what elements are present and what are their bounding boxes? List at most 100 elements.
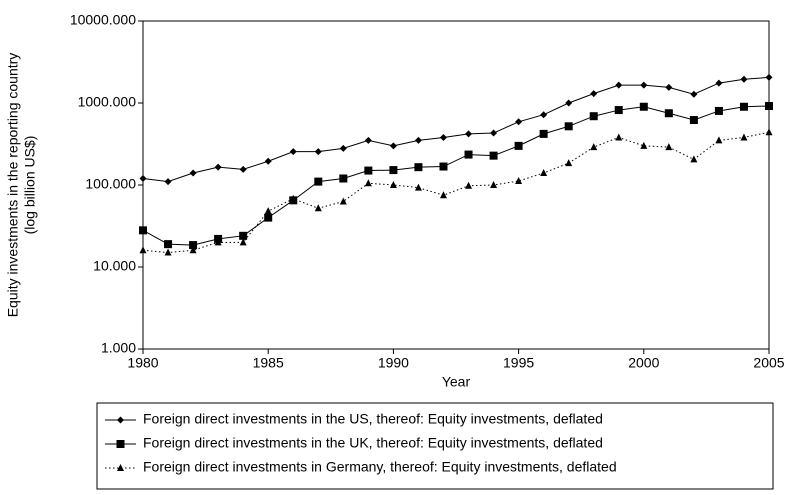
data-point [314,204,322,212]
data-point [139,246,147,254]
data-point [490,181,498,188]
data-point [665,143,673,151]
data-point [465,181,473,189]
data-point [389,142,397,150]
data-point [389,166,398,175]
data-point [640,141,648,149]
data-point [414,163,423,172]
legend-label: Foreign direct investments in the US, th… [143,411,603,427]
data-point [264,213,273,222]
data-point [339,174,348,183]
y-tick-label: 1000.000 [78,94,137,110]
data-point [514,141,523,150]
data-point [364,179,372,187]
data-point [489,151,498,160]
data-point [765,128,773,136]
x-axis-label: Year [442,374,471,390]
data-point [314,148,322,156]
data-point [515,118,523,126]
data-point [439,162,448,171]
x-tick-label: 1990 [378,355,409,371]
series-line [142,131,770,254]
data-point [189,169,197,177]
data-point [740,133,748,141]
data-point [665,83,673,91]
data-point [515,176,523,184]
data-point [464,150,473,159]
legend-label: Foreign direct investments in the UK, th… [143,435,603,451]
series-line [142,105,770,246]
data-point [589,112,598,121]
data-point [690,155,698,163]
data-point [189,241,198,250]
data-point [164,248,172,256]
data-point [540,111,548,119]
data-point [164,240,173,249]
data-point [565,99,573,107]
data-point [414,183,422,191]
data-point [214,163,222,171]
data-point [439,133,447,141]
y-tick-label: 10000.000 [70,12,136,28]
data-point [590,143,598,151]
data-point [664,109,673,118]
data-point [765,73,773,81]
data-point [639,102,648,111]
data-point [439,191,447,199]
data-point [739,102,748,111]
data-point [364,166,373,175]
data-point [465,130,473,138]
x-tick-label: 2005 [753,355,784,371]
y-tick-label: 1.000 [101,340,136,356]
data-point [564,122,573,131]
data-point [339,144,347,152]
y-tick-label: 100.000 [85,176,136,192]
data-point [364,136,372,144]
data-point [164,178,172,186]
data-point [615,81,623,89]
data-point [490,129,498,137]
data-point [539,129,548,138]
data-point [189,246,197,254]
legend-marker [117,464,124,471]
legend-marker [117,416,124,424]
data-point [239,238,247,246]
data-point [314,177,323,186]
data-point [615,133,623,141]
data-point [715,79,723,87]
data-point [239,165,247,173]
x-tick-label: 2000 [628,355,659,371]
data-point [139,175,147,183]
data-point [239,231,248,240]
data-point [715,136,723,144]
data-point [740,75,748,83]
data-point [640,81,648,89]
data-point [614,106,623,115]
legend-label: Foreign direct investments in Germany, t… [143,459,617,475]
data-point [765,101,773,110]
data-point [590,90,598,98]
data-point [264,207,272,215]
y-axis-label: Equity investments in the reporting coun… [5,53,21,318]
data-point [289,148,297,156]
data-point [389,181,397,188]
data-point [339,197,347,205]
legend-box [96,402,774,490]
x-tick-label: 1985 [253,355,284,371]
series-line [142,76,770,183]
x-tick-label: 1995 [503,355,534,371]
data-point [690,90,698,98]
data-point [565,159,573,167]
x-tick-label: 1980 [127,355,158,371]
data-point [714,106,723,115]
data-point [214,238,222,246]
data-point [689,116,698,125]
y-axis-label: (log billion US$) [22,136,38,235]
data-point [264,157,272,165]
legend-marker [116,440,125,448]
data-point [289,194,297,202]
data-point [540,169,548,177]
plot-frame [142,20,770,350]
y-tick-label: 10.000 [93,258,136,274]
